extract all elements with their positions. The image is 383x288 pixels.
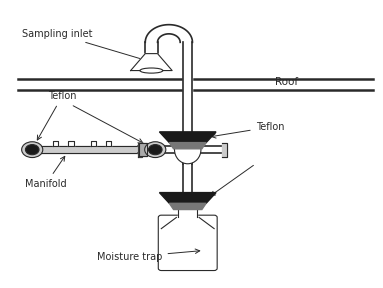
Ellipse shape xyxy=(175,136,201,164)
Polygon shape xyxy=(90,141,96,146)
Polygon shape xyxy=(139,143,147,156)
Polygon shape xyxy=(68,141,74,146)
Text: Teflon: Teflon xyxy=(211,122,284,138)
Polygon shape xyxy=(178,206,197,217)
Circle shape xyxy=(149,145,162,155)
Text: Sampling inlet: Sampling inlet xyxy=(22,29,157,65)
Circle shape xyxy=(25,145,39,155)
Text: Moisture trap: Moisture trap xyxy=(97,249,200,262)
FancyBboxPatch shape xyxy=(158,215,217,270)
Text: Manifold: Manifold xyxy=(25,156,67,189)
Polygon shape xyxy=(131,54,172,71)
Text: Roof: Roof xyxy=(275,77,298,88)
Polygon shape xyxy=(138,143,142,157)
FancyBboxPatch shape xyxy=(173,196,203,207)
Text: Teflon: Teflon xyxy=(37,91,77,140)
Polygon shape xyxy=(159,132,216,143)
Polygon shape xyxy=(169,143,206,149)
Circle shape xyxy=(145,142,166,158)
Polygon shape xyxy=(53,141,59,146)
Polygon shape xyxy=(159,193,216,203)
Circle shape xyxy=(22,142,43,158)
Polygon shape xyxy=(106,141,111,146)
Polygon shape xyxy=(35,146,139,153)
Ellipse shape xyxy=(140,68,163,73)
Polygon shape xyxy=(169,203,206,210)
Polygon shape xyxy=(222,143,228,157)
